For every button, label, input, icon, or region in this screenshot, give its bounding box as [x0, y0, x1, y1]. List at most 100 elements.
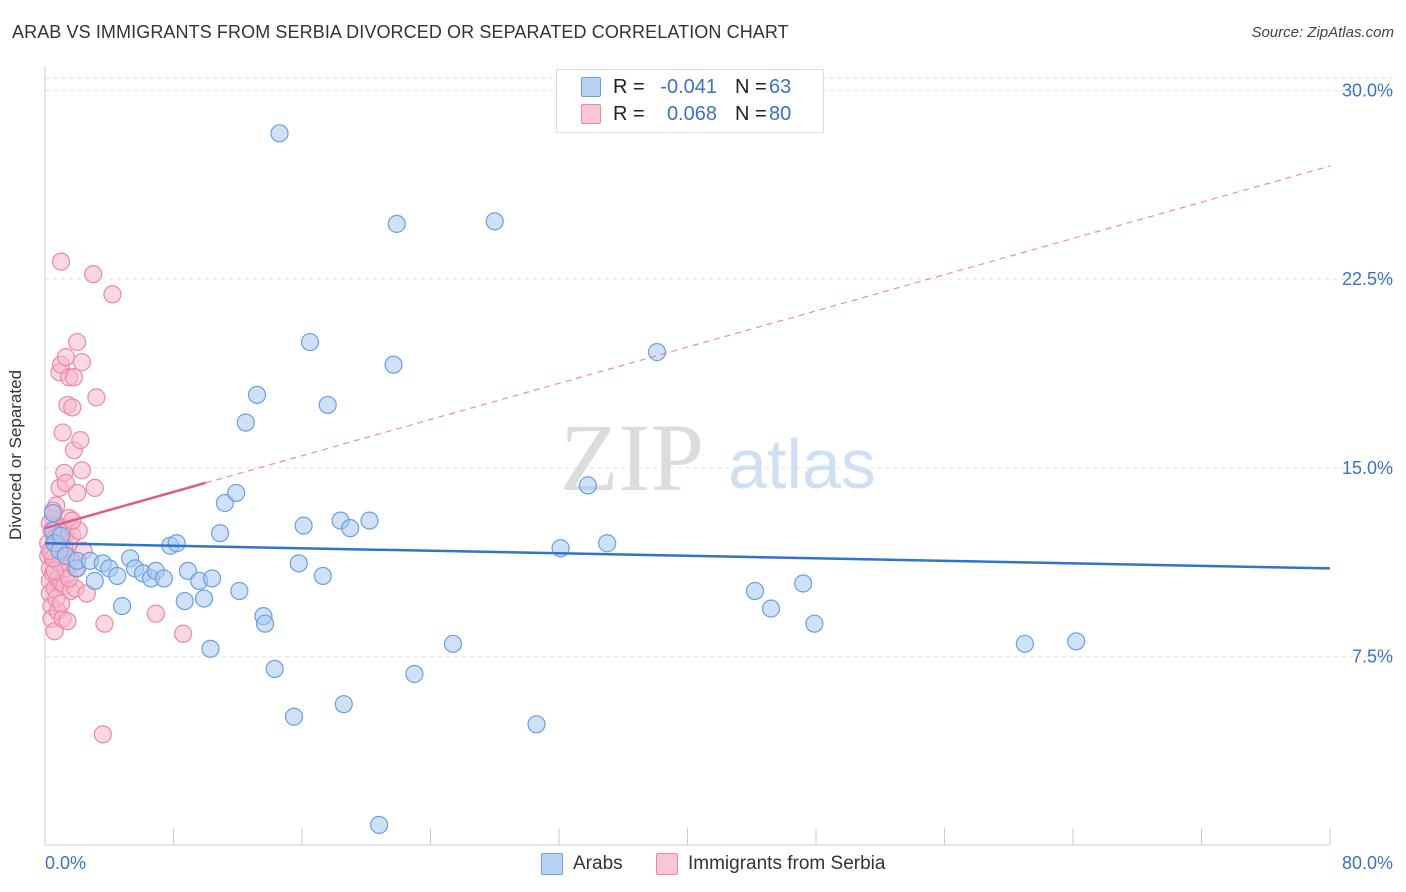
arabs-point [270, 124, 289, 143]
arabs-point [154, 569, 173, 588]
axes [44, 66, 1331, 846]
arabs-point [334, 695, 353, 714]
arabs-point [51, 526, 71, 545]
serbia-point [56, 348, 75, 367]
serbia-trend-extension [205, 165, 1331, 484]
arabs-point [284, 707, 304, 726]
r-value: 0.068 [666, 102, 717, 125]
serbia-point [58, 612, 77, 631]
arabs-point [175, 591, 194, 611]
serbia-swatch [581, 104, 601, 124]
arabs-point [108, 566, 127, 586]
x-tick-label: 0.0% [45, 853, 86, 873]
arabs-legend-swatch [541, 853, 563, 875]
arabs-point [210, 524, 230, 543]
serbia-legend-label: Immigrants from Serbia [688, 853, 886, 874]
y-axis-label: Divorced or Separated [6, 369, 25, 541]
serbia-point [51, 594, 71, 613]
stats-legend-row-serbia: R = 0.068 N = 80 [581, 103, 791, 125]
arabs-point [647, 343, 667, 362]
arabs-point [405, 664, 424, 684]
arabs-point [761, 599, 781, 618]
serbia-point [103, 285, 122, 304]
serbia-point [71, 431, 90, 450]
arabs-point [85, 571, 104, 591]
arabs-points [43, 124, 1086, 834]
serbia-point [146, 604, 165, 623]
arabs-point [313, 566, 332, 586]
legend-item-serbia[interactable]: Immigrants from Serbia [656, 852, 885, 876]
serbia-point [51, 252, 71, 271]
arabs-point [370, 815, 389, 834]
arabs-point [265, 659, 284, 679]
arabs-point [318, 395, 337, 415]
serbia-point [72, 461, 92, 480]
serbia-point [72, 353, 92, 372]
tick-labels: 7.5% 15.0% 22.5% 30.0% 0.0% 80.0% [45, 81, 1393, 873]
n-label: N = [735, 102, 767, 125]
r-label: R = [613, 75, 645, 98]
arabs-point [598, 534, 617, 553]
arabs-trend-line [44, 541, 1331, 570]
arabs-point [1015, 634, 1034, 653]
arabs-point [485, 212, 504, 231]
chart-title: ARAB VS IMMIGRANTS FROM SERBIA DIVORCED … [12, 22, 789, 42]
n-value: 80 [769, 102, 792, 125]
stats-legend: R = -0.041 N = 63 R = 0.068 N = 80 [556, 69, 824, 133]
grid-lines [45, 77, 1394, 657]
arabs-point [230, 581, 249, 601]
arabs-point [194, 589, 214, 608]
serbia-point [68, 483, 87, 503]
serbia-point [85, 478, 104, 498]
serbia-point [95, 614, 114, 633]
arabs-point [247, 385, 267, 404]
serbia-point [174, 624, 193, 643]
arabs-point [112, 596, 132, 616]
arabs-point [255, 614, 275, 633]
watermark: ZIP atlas [560, 404, 876, 511]
arabs-point [236, 413, 255, 432]
arabs-point [578, 476, 598, 495]
arabs-point [294, 516, 313, 535]
y-tick-label: 7.5% [1352, 646, 1393, 666]
serbia-trend-line [44, 481, 206, 530]
arabs-point [384, 355, 403, 374]
serbia-points [39, 252, 193, 744]
arabs-legend-label: Arabs [573, 853, 623, 874]
arabs-point [527, 715, 546, 734]
arabs-point [805, 614, 824, 633]
r-value: -0.041 [660, 75, 717, 98]
arabs-point [745, 581, 765, 601]
serbia-point [53, 423, 72, 442]
watermark-zip: ZIP [560, 404, 704, 511]
arabs-point [387, 214, 406, 233]
serbia-point [63, 398, 82, 417]
trend-lines [44, 165, 1331, 570]
serbia-point [68, 332, 87, 352]
legend-item-arabs[interactable]: Arabs [541, 852, 623, 876]
arabs-point [289, 554, 308, 573]
serbia-point [64, 368, 84, 387]
arabs-point [794, 574, 813, 593]
arabs-point [360, 511, 379, 530]
n-value: 63 [769, 75, 792, 98]
serbia-point [84, 265, 103, 284]
y-tick-label: 30.0% [1342, 81, 1393, 101]
serbia-point [87, 388, 106, 407]
n-label: N = [735, 75, 767, 98]
stats-legend-row-arabs: R = -0.041 N = 63 [581, 76, 791, 98]
r-label: R = [613, 102, 645, 125]
source-label: Source: ZipAtlas.com [1251, 24, 1394, 41]
arabs-point [300, 332, 320, 352]
arabs-point [167, 534, 186, 553]
x-tick-label: 80.0% [1342, 853, 1393, 873]
serbia-legend-swatch [656, 853, 678, 875]
arabs-point [201, 639, 220, 658]
arabs-swatch [581, 77, 601, 97]
y-tick-label: 15.0% [1342, 458, 1393, 478]
serbia-point [93, 725, 112, 744]
watermark-atlas: atlas [728, 425, 876, 503]
y-tick-label: 22.5% [1342, 269, 1393, 289]
arabs-point [227, 483, 246, 503]
arabs-point [443, 634, 463, 653]
